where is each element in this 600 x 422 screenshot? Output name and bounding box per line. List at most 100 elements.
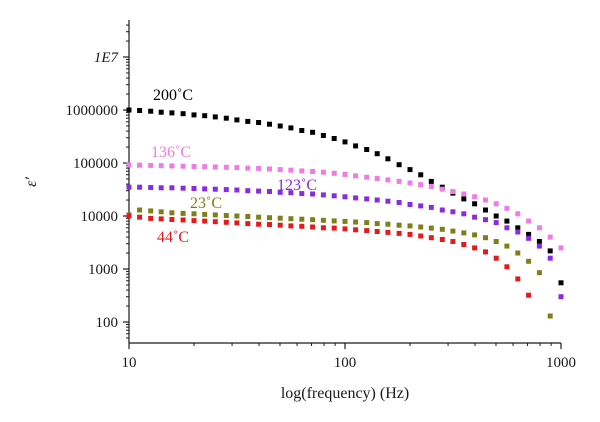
chart-axes	[128, 20, 561, 344]
data-point	[547, 234, 553, 240]
data-point	[407, 231, 413, 237]
data-point	[342, 194, 348, 200]
data-point	[364, 196, 370, 202]
data-point	[126, 184, 132, 190]
data-point	[267, 189, 272, 194]
data-point	[450, 239, 456, 244]
data-point	[428, 235, 434, 241]
data-point	[267, 215, 272, 221]
data-point	[515, 229, 521, 235]
data-point	[299, 191, 305, 197]
data-point	[515, 225, 521, 231]
data-point	[396, 200, 402, 205]
series-group	[126, 184, 564, 300]
series-group	[126, 207, 553, 319]
data-point	[439, 237, 445, 242]
data-point	[547, 248, 553, 254]
data-point	[180, 163, 186, 169]
data-point	[277, 222, 283, 228]
series-annotation: 44˚C	[157, 229, 189, 246]
data-point	[234, 213, 240, 219]
data-point	[418, 172, 424, 178]
data-point	[364, 228, 370, 234]
data-point	[245, 118, 251, 124]
data-point	[364, 220, 370, 226]
data-point	[483, 249, 488, 255]
data-point	[515, 211, 521, 217]
data-point	[331, 218, 337, 224]
data-point	[277, 189, 283, 195]
data-point	[245, 188, 251, 194]
data-point	[364, 174, 370, 180]
y-axis-label: ε′	[23, 177, 40, 187]
series-annotation: 136˚C	[151, 144, 191, 161]
data-point	[202, 211, 208, 217]
data-point	[493, 201, 499, 207]
series-annotations: 200˚C 136˚C 123˚C 23˚C44˚C	[151, 87, 317, 246]
data-point	[547, 313, 553, 319]
data-point	[256, 165, 262, 171]
data-point	[461, 211, 467, 217]
data-point	[558, 245, 564, 251]
data-point	[504, 218, 510, 224]
data-point	[202, 218, 208, 224]
data-point	[374, 176, 380, 181]
data-point	[483, 217, 488, 223]
series-annotation: 23˚C	[190, 195, 222, 212]
series-group	[126, 107, 564, 286]
data-point	[472, 201, 478, 207]
data-point	[504, 243, 510, 249]
data-point	[472, 214, 478, 220]
data-point	[374, 229, 380, 234]
series-group	[126, 213, 532, 298]
data-point	[137, 108, 143, 113]
data-point	[180, 185, 186, 191]
data-point	[148, 208, 154, 214]
data-point	[169, 163, 175, 169]
data-point	[547, 255, 553, 261]
data-point	[483, 197, 488, 203]
data-point	[450, 189, 456, 194]
data-point	[256, 188, 262, 194]
data-point	[374, 221, 380, 227]
data-point	[353, 195, 359, 201]
data-point	[288, 223, 294, 229]
data-point	[407, 202, 413, 207]
data-point	[148, 108, 154, 114]
x-axis-label: log(frequency) (Hz)	[281, 385, 409, 402]
data-point	[331, 193, 337, 199]
data-point	[320, 169, 326, 175]
data-point	[202, 113, 208, 119]
data-point	[212, 164, 218, 170]
data-point	[461, 242, 467, 247]
data-point	[299, 128, 305, 133]
data-point	[223, 213, 229, 218]
data-point	[536, 239, 542, 244]
data-point	[407, 180, 413, 186]
data-point	[212, 114, 218, 120]
data-point	[245, 214, 251, 219]
data-point	[299, 216, 305, 222]
data-point	[158, 163, 164, 169]
data-point	[245, 221, 251, 227]
data-point	[310, 169, 316, 174]
data-point	[418, 224, 424, 230]
data-point	[288, 216, 294, 222]
data-point	[439, 186, 445, 192]
data-point	[320, 133, 326, 138]
data-points	[126, 107, 564, 319]
data-point	[461, 191, 467, 197]
data-point	[515, 276, 521, 282]
data-point	[450, 209, 456, 215]
data-point	[472, 245, 478, 251]
data-point	[310, 129, 316, 135]
data-point	[191, 164, 197, 169]
data-point	[526, 258, 532, 264]
data-point	[439, 207, 445, 213]
x-tick-label: 1000	[546, 355, 576, 371]
data-point	[267, 121, 272, 127]
data-point	[148, 185, 154, 190]
data-point	[342, 139, 348, 145]
data-point	[212, 219, 218, 225]
